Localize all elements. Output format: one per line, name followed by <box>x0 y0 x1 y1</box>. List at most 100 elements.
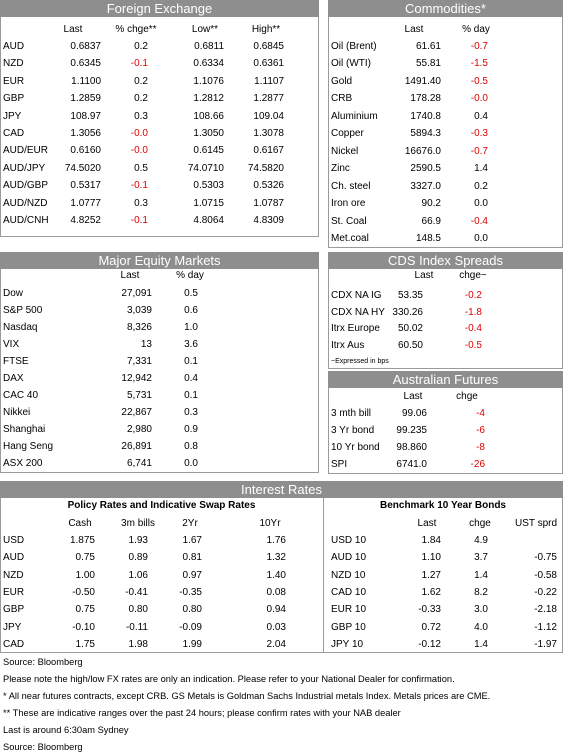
cell-value: -2.18 <box>534 604 557 616</box>
cell-value: 0.0 <box>474 232 488 244</box>
row-label: AUD <box>3 552 25 564</box>
cell-value: 50.02 <box>397 323 423 335</box>
equities-title: Major Equity Markets <box>0 252 319 269</box>
cell-value: 4.0 <box>474 621 488 633</box>
cell-value: 1.32 <box>266 552 286 564</box>
footer-note: ** These are indicative ranges over the … <box>3 707 401 718</box>
column-header: 10Yr <box>259 518 281 529</box>
cell-value: 330.26 <box>392 306 423 318</box>
row-label: USD 10 <box>331 535 367 546</box>
cell-value: 1.3050 <box>193 128 224 139</box>
row-label: DAX <box>3 373 24 384</box>
cell-value: 3,039 <box>126 305 152 316</box>
row-label: Copper <box>331 128 364 140</box>
cell-value: 0.75 <box>75 552 95 564</box>
column-header: % day <box>462 24 490 35</box>
column-header: Low** <box>191 24 219 35</box>
cell-value: 53.35 <box>397 290 423 301</box>
cell-value: 1.40 <box>266 569 286 581</box>
cell-value: -0.2 <box>464 290 482 301</box>
row-label: CAD <box>3 128 25 139</box>
commodities-title: Commodities* <box>328 0 563 17</box>
cell-value: 60.50 <box>397 340 423 352</box>
cell-value: 4.8252 <box>70 215 101 226</box>
cell-value: 4.8309 <box>253 215 284 226</box>
cell-value: 66.9 <box>421 215 441 227</box>
cell-value: 99.235 <box>396 425 427 436</box>
cell-value: 0.0 <box>184 458 198 469</box>
row-label: JPY 10 <box>331 638 364 650</box>
cell-value: 1.06 <box>128 569 148 581</box>
row-label: Ch. steel <box>331 180 371 192</box>
cell-value: -8 <box>476 442 485 453</box>
rates-title: Interest Rates <box>0 481 563 498</box>
cell-value: 1.10 <box>421 552 441 564</box>
cell-value: 1.4 <box>474 638 488 650</box>
cell-value: 8,326 <box>126 322 152 333</box>
cell-value: -0.35 <box>179 586 202 598</box>
row-label: Nickel <box>331 145 359 157</box>
row-label: VIX <box>3 339 20 350</box>
cell-value: 0.1 <box>184 356 198 367</box>
cell-value: -26 <box>470 459 485 470</box>
row-label: NZD <box>3 58 24 70</box>
cell-value: 0.3 <box>184 407 198 418</box>
row-label: GBP <box>3 604 25 616</box>
cell-value: 0.6167 <box>253 145 284 157</box>
cell-value: 0.72 <box>421 621 441 633</box>
cell-value: 1.76 <box>266 535 286 546</box>
cell-value: 0.9 <box>184 424 198 435</box>
cell-value: 0.75 <box>75 604 95 616</box>
cell-value: 108.97 <box>70 110 101 122</box>
cell-value: 3.6 <box>184 339 198 350</box>
cell-value: -1.97 <box>534 638 557 650</box>
cell-value: 0.3 <box>134 110 148 122</box>
cell-value: 6741.0 <box>396 459 427 470</box>
row-label: NZD <box>3 569 24 581</box>
row-label: JPY <box>3 110 22 122</box>
cell-value: 55.81 <box>415 58 441 70</box>
fx-title: Foreign Exchange <box>0 0 319 17</box>
row-label: Iron ore <box>331 198 366 210</box>
row-label: AUD <box>3 41 25 52</box>
row-label: GBP 10 <box>331 621 366 633</box>
cell-value: 0.6361 <box>253 58 284 70</box>
cell-value: -0.09 <box>179 621 202 633</box>
cell-value: -0.58 <box>534 569 557 581</box>
cell-value: 109.04 <box>253 110 284 122</box>
cell-value: 3.7 <box>474 552 488 564</box>
cell-value: 1.84 <box>421 535 441 546</box>
row-label: St. Coal <box>331 215 367 227</box>
column-header: chge <box>456 391 478 402</box>
row-label: AUD/CNH <box>3 215 49 226</box>
cell-value: 4.8064 <box>193 215 224 226</box>
cell-value: 1.4 <box>474 569 488 581</box>
column-header: % day <box>176 270 204 281</box>
footer-note: * All near futures contracts, except CRB… <box>3 690 491 701</box>
cell-value: 74.5020 <box>64 162 101 174</box>
row-label: Oil (Brent) <box>331 41 377 52</box>
cell-value: 0.08 <box>266 586 286 598</box>
cell-value: 0.97 <box>182 569 202 581</box>
cell-value: -0.0 <box>130 128 148 139</box>
cell-value: -0.0 <box>470 93 488 105</box>
cell-value: -0.1 <box>130 58 148 70</box>
row-label: Nasdaq <box>3 322 38 333</box>
cell-value: -0.11 <box>125 621 148 633</box>
column-header: Last <box>414 270 434 281</box>
column-header: High** <box>251 24 281 35</box>
cell-value: 0.5 <box>134 162 148 174</box>
cell-value: 0.6845 <box>253 41 284 52</box>
column-header: 2Yr <box>182 518 198 529</box>
cell-value: 0.3 <box>134 197 148 209</box>
cell-value: 0.6345 <box>70 58 101 70</box>
row-label: EUR 10 <box>331 604 367 616</box>
row-label: GBP <box>3 93 25 105</box>
cell-value: -0.1 <box>130 180 148 192</box>
cell-value: -0.7 <box>470 145 488 157</box>
row-label: Oil (WTI) <box>331 58 371 70</box>
cell-value: -0.75 <box>534 552 557 564</box>
cell-value: 13 <box>140 339 152 350</box>
column-header: chge~ <box>459 270 487 281</box>
